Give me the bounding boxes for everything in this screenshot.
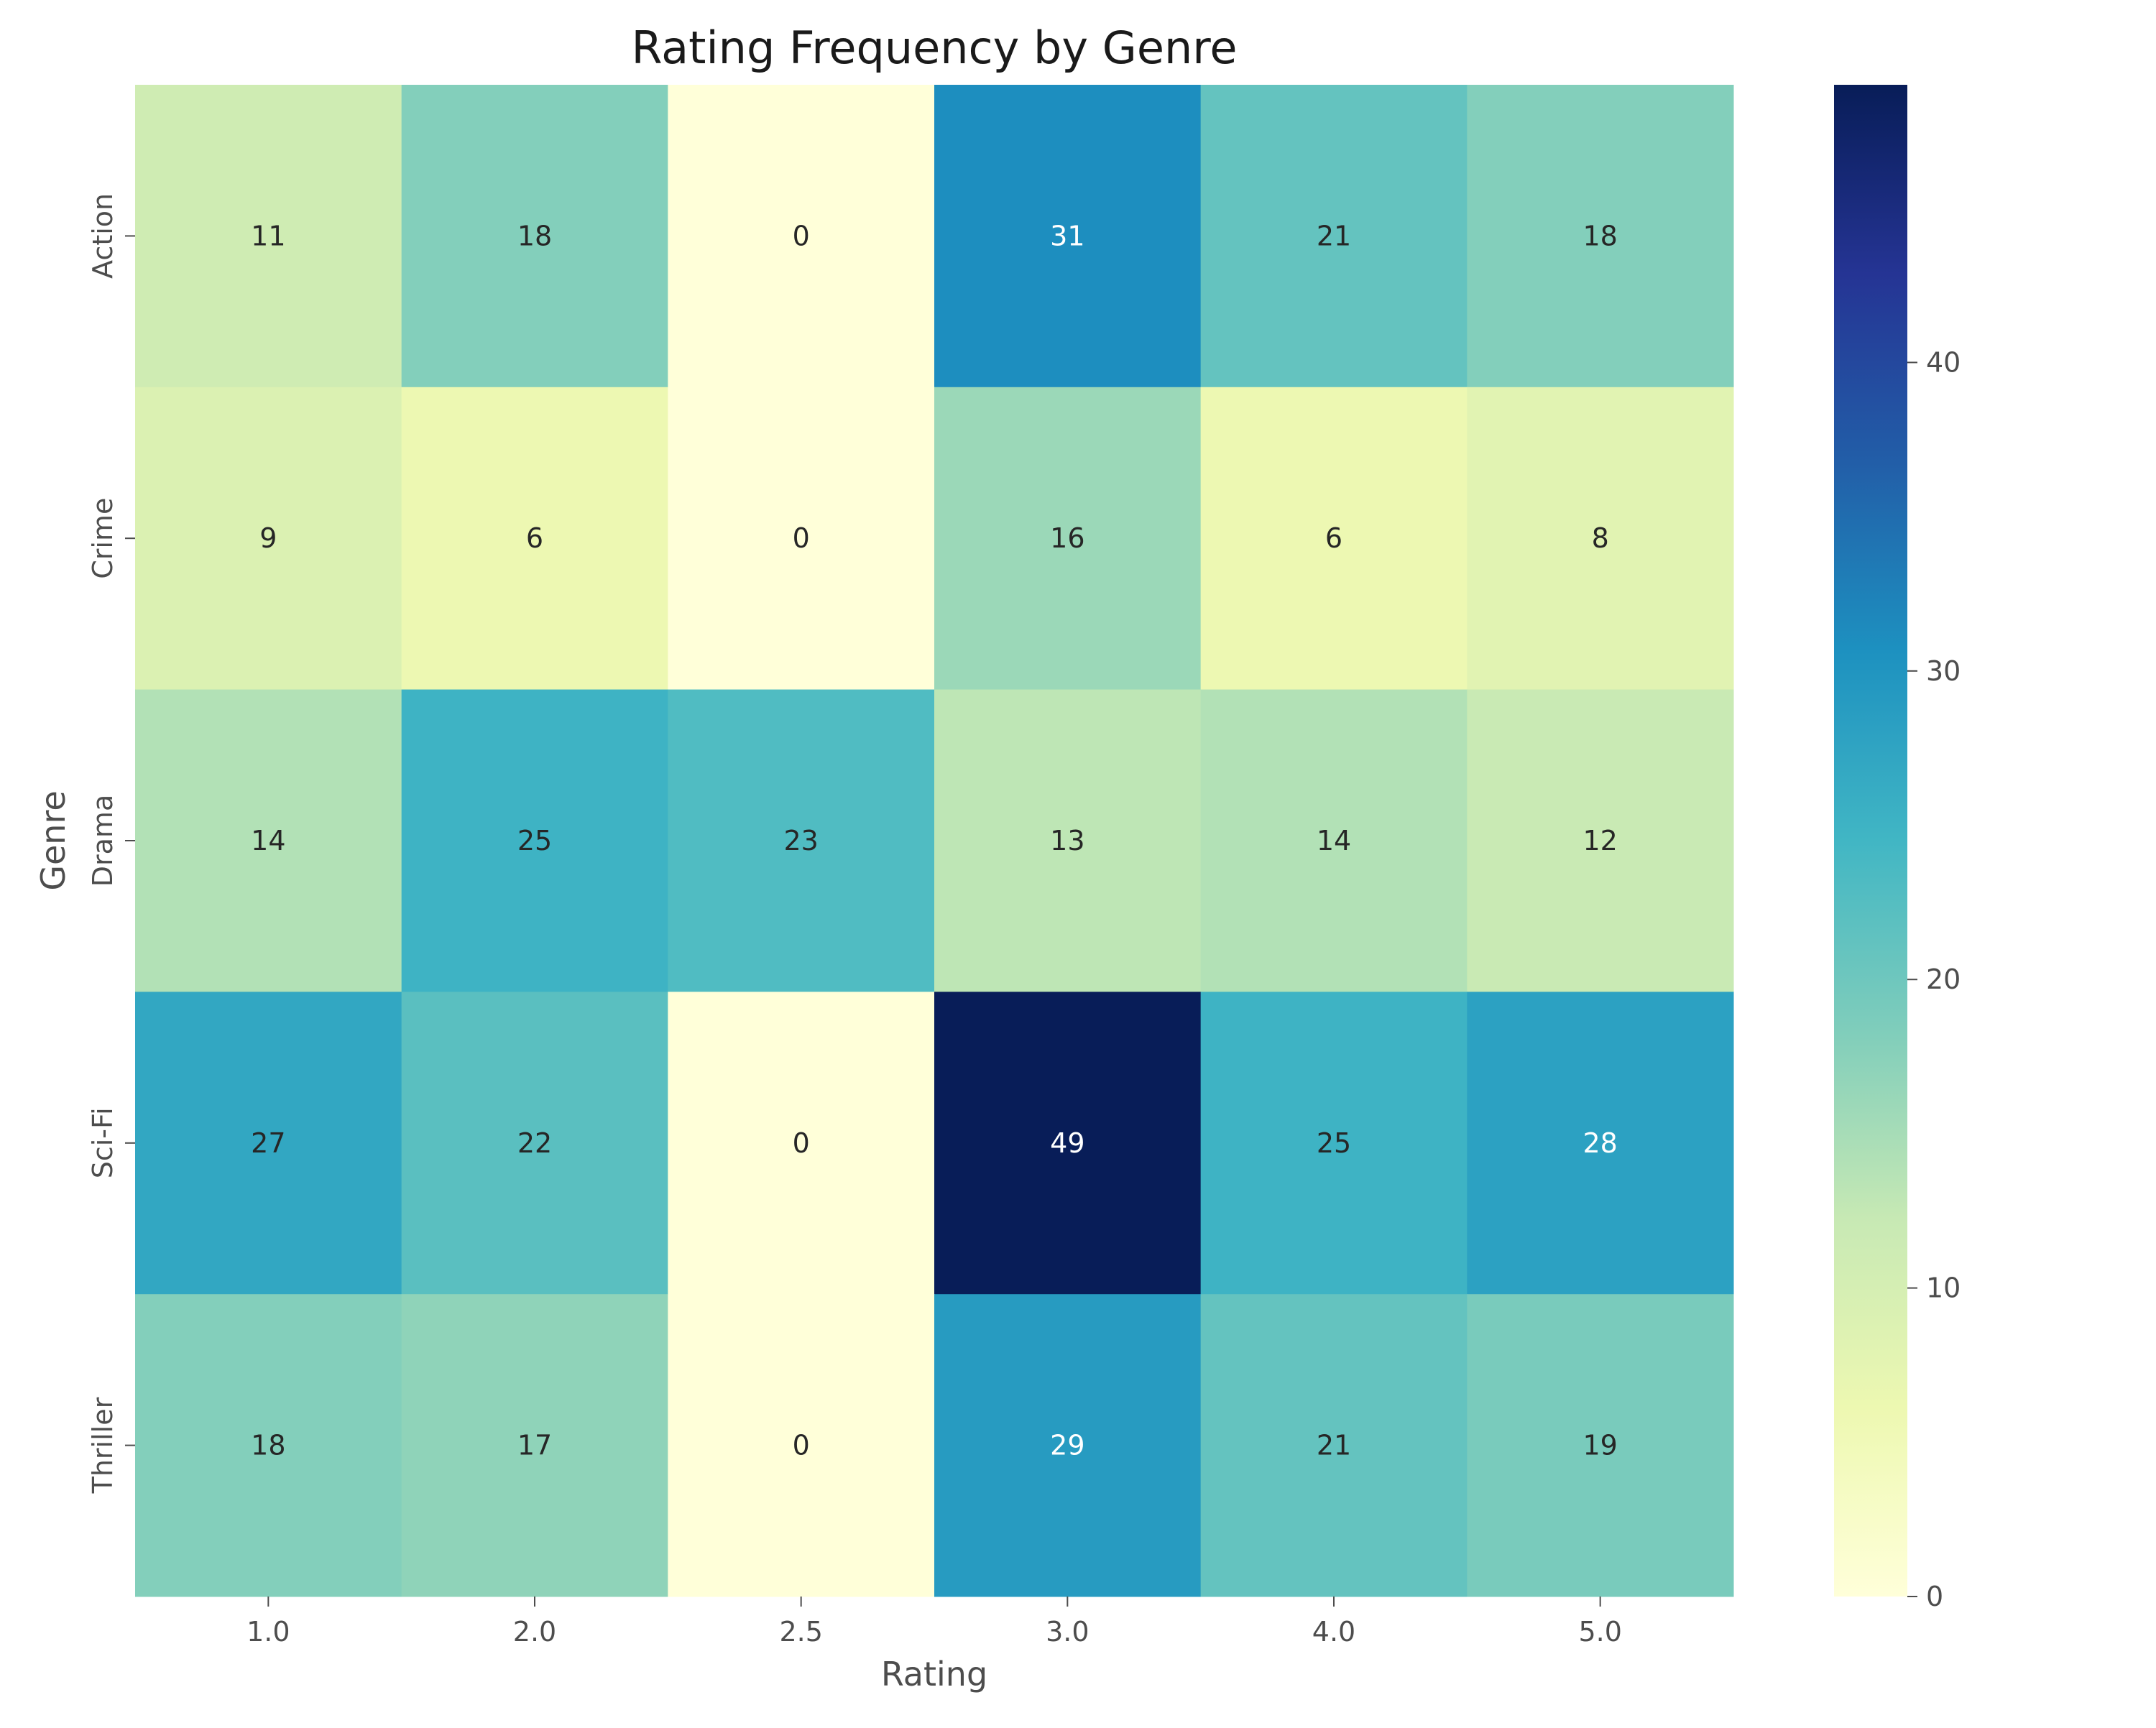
heatmap-cell-sci-fi-4 — [1200, 992, 1468, 1295]
heatmap-cell-thriller-1 — [401, 1294, 668, 1597]
x-tick-label: 2.5 — [779, 1616, 822, 1648]
heatmap-cell-action-3 — [934, 85, 1202, 388]
cell-value-label: 29 — [1050, 1430, 1084, 1461]
heatmap-cell-crime-2 — [668, 387, 935, 690]
heatmap-cell-crime-3 — [934, 387, 1202, 690]
heatmap-cell-sci-fi-0 — [135, 992, 402, 1295]
cell-value-label: 14 — [251, 825, 285, 856]
colorbar: 0 10 20 30 40 — [1834, 85, 1961, 1612]
heatmap-cell-sci-fi-5 — [1467, 992, 1734, 1295]
x-axis-label: Rating — [881, 1655, 987, 1694]
x-tick-label: 2.0 — [513, 1616, 556, 1648]
heatmap-cell-thriller-4 — [1200, 1294, 1468, 1597]
y-tick-label: Drama — [87, 795, 119, 887]
heatmap-cell-thriller-5 — [1467, 1294, 1734, 1597]
heatmap-cell-sci-fi-1 — [401, 992, 668, 1295]
cell-value-label: 22 — [517, 1127, 552, 1159]
cell-value-label: 11 — [251, 220, 285, 251]
colorbar-tick-label: 0 — [1926, 1581, 1943, 1612]
heatmap-cell-sci-fi-2 — [668, 992, 935, 1295]
cell-value-label: 21 — [1317, 220, 1351, 251]
x-axis: 1.0 2.0 2.5 3.0 4.0 5.0 — [247, 1597, 1622, 1648]
cell-value-label: 21 — [1317, 1430, 1351, 1461]
heatmap-cell-crime-0 — [135, 387, 402, 690]
heatmap-cell-crime-4 — [1200, 387, 1468, 690]
cell-value-label: 25 — [1317, 1127, 1351, 1159]
cell-value-label: 6 — [526, 522, 543, 554]
cell-value-label: 27 — [251, 1127, 285, 1159]
x-tick-label: 1.0 — [247, 1616, 290, 1648]
heatmap-cell-action-0 — [135, 85, 402, 388]
y-tick-label: Action — [87, 193, 119, 279]
heatmap-cell-drama-1 — [401, 689, 668, 992]
cell-value-label: 0 — [793, 1127, 810, 1159]
heatmap-cell-drama-2 — [668, 689, 935, 992]
heatmap-cell-crime-1 — [401, 387, 668, 690]
cell-value-label: 19 — [1583, 1430, 1617, 1461]
cell-value-label: 0 — [793, 1430, 810, 1461]
colorbar-tick-label: 30 — [1926, 655, 1961, 687]
cell-value-label: 18 — [251, 1430, 285, 1461]
heatmap-cells: 11 18 0 31 21 18 9 6 0 16 6 8 14 25 23 13 14 12 27 22 0 49 25 2… — [135, 85, 1734, 1597]
y-axis-label: Genre — [34, 790, 73, 890]
y-axis: Action Crime Drama Sci-Fi Thriller — [87, 193, 135, 1494]
chart-title: Rating Frequency by Genre — [631, 22, 1237, 74]
y-tick-label: Thriller — [87, 1397, 119, 1494]
heatmap-cell-thriller-0 — [135, 1294, 402, 1597]
heatmap-cell-thriller-2 — [668, 1294, 935, 1597]
cell-value-label: 18 — [517, 220, 552, 251]
cell-value-label: 31 — [1050, 220, 1084, 251]
cell-value-label: 16 — [1050, 522, 1084, 554]
heatmap-cell-drama-0 — [135, 689, 402, 992]
heatmap-cell-action-1 — [401, 85, 668, 388]
cell-value-label: 17 — [517, 1430, 552, 1461]
cell-value-label: 14 — [1317, 825, 1351, 856]
y-tick-label: Crime — [87, 498, 119, 579]
x-tick-label: 4.0 — [1312, 1616, 1355, 1648]
cell-value-label: 0 — [793, 522, 810, 554]
heatmap-cell-action-2 — [668, 85, 935, 388]
cell-value-label: 12 — [1583, 825, 1617, 856]
cell-value-label: 25 — [517, 825, 552, 856]
cell-value-label: 8 — [1592, 522, 1609, 554]
colorbar-tick-label: 20 — [1926, 964, 1961, 995]
x-tick-label: 5.0 — [1578, 1616, 1621, 1648]
cell-value-label: 28 — [1583, 1127, 1617, 1159]
cell-value-label: 49 — [1050, 1127, 1084, 1159]
colorbar-tick-label: 10 — [1926, 1272, 1961, 1304]
heatmap-cell-sci-fi-3 — [934, 992, 1202, 1295]
heatmap-cell-drama-4 — [1200, 689, 1468, 992]
heatmap-cell-action-4 — [1200, 85, 1468, 388]
heatmap-cell-action-5 — [1467, 85, 1734, 388]
x-tick-label: 3.0 — [1046, 1616, 1089, 1648]
heatmap-cell-thriller-3 — [934, 1294, 1202, 1597]
cell-value-label: 23 — [783, 825, 818, 856]
colorbar-tick-label: 40 — [1926, 346, 1961, 378]
cell-value-label: 6 — [1325, 522, 1342, 554]
y-tick-label: Sci-Fi — [87, 1107, 119, 1178]
cell-value-label: 18 — [1583, 220, 1617, 251]
heatmap-cell-drama-5 — [1467, 689, 1734, 992]
cell-value-label: 13 — [1050, 825, 1084, 856]
heatmap-cell-drama-3 — [934, 689, 1202, 992]
colorbar-gradient — [1834, 85, 1907, 1597]
cell-value-label: 0 — [793, 220, 810, 251]
cell-value-label: 9 — [259, 522, 277, 554]
heatmap-cell-crime-5 — [1467, 387, 1734, 690]
